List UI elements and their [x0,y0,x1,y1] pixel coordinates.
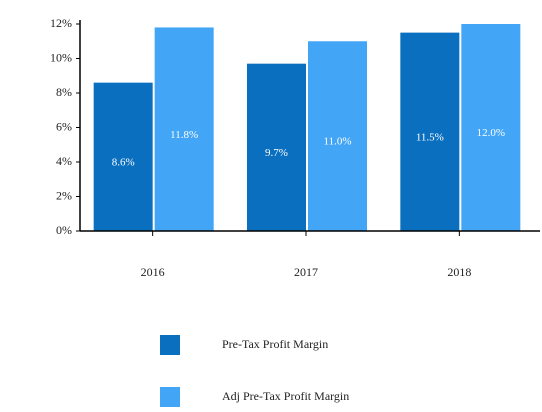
y-tick-label: 0% [56,223,72,237]
y-tick-label: 4% [56,154,72,168]
legend-swatch [160,335,180,355]
x-tick-label: 2018 [447,265,471,279]
value-label: 12.0% [477,127,505,139]
y-tick-label: 6% [56,119,72,133]
y-tick-label: 10% [50,50,72,64]
bar [400,32,460,231]
legend-label: Pre-Tax Profit Margin [222,337,328,351]
bar [154,27,214,232]
x-tick-label: 2016 [141,265,165,279]
value-label: 8.6% [112,156,135,168]
bar [93,82,153,232]
value-label: 11.5% [416,131,444,143]
bar [308,41,367,231]
value-label: 9.7% [265,147,288,159]
bar [461,24,521,231]
y-tick-label: 8% [56,85,72,99]
y-tick-label: 2% [56,188,72,202]
legend-swatch [160,387,180,407]
bar [247,63,306,231]
x-tick-label: 2017 [294,265,318,279]
value-label: 11.0% [323,136,351,148]
legend-label: Adj Pre-Tax Profit Margin [222,389,349,403]
value-label: 11.8% [170,129,198,141]
y-tick-label: 12% [50,16,72,30]
